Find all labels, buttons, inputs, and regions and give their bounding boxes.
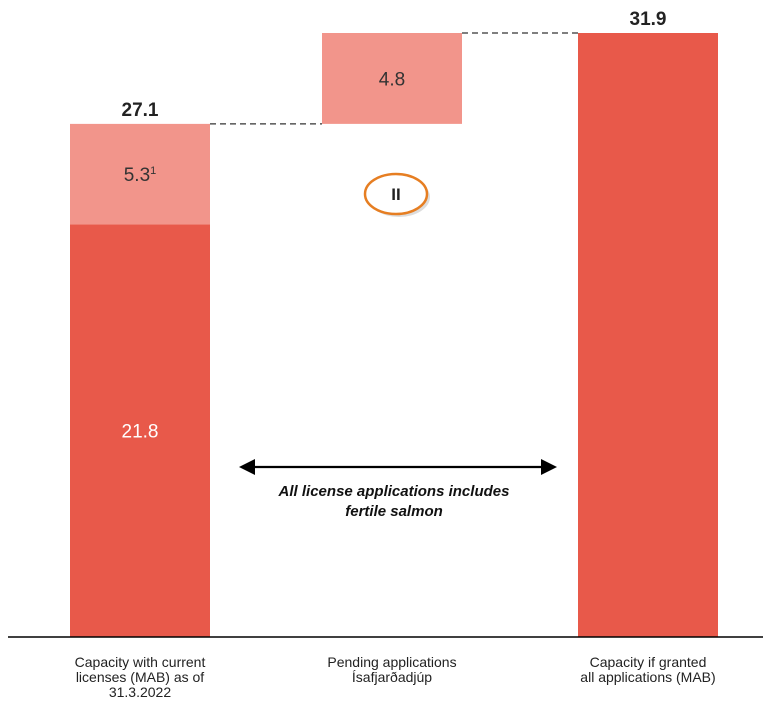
category-label-0-line-1: licenses (MAB) as of	[76, 669, 204, 685]
double-arrow	[239, 459, 557, 475]
category-label-2-line-0: Capacity if granted	[590, 654, 707, 670]
category-label-0-line-2: 31.3.2022	[109, 684, 171, 700]
annotation-line-2: fertile salmon	[345, 503, 443, 520]
segment-label-0-0: 21.8	[122, 422, 159, 443]
category-label-2-line-1: all applications (MAB)	[580, 669, 715, 685]
total-label-2: 31.9	[630, 9, 667, 30]
category-label-0-line-0: Capacity with current	[75, 654, 206, 670]
badge-label: II	[391, 185, 400, 204]
total-label-0: 27.1	[122, 100, 159, 121]
category-label-1-line-0: Pending applications	[327, 654, 456, 670]
bars-layer	[70, 33, 718, 637]
segment-label-1-0: 4.8	[379, 69, 405, 90]
annotation-line-1: All license applications includes	[278, 483, 510, 500]
badge: II	[365, 174, 430, 217]
bar-segment-2-0	[578, 33, 718, 637]
category-label-1-line-1: Ísafjarðadjúp	[352, 669, 432, 685]
footnote-marker: 1	[150, 165, 156, 177]
